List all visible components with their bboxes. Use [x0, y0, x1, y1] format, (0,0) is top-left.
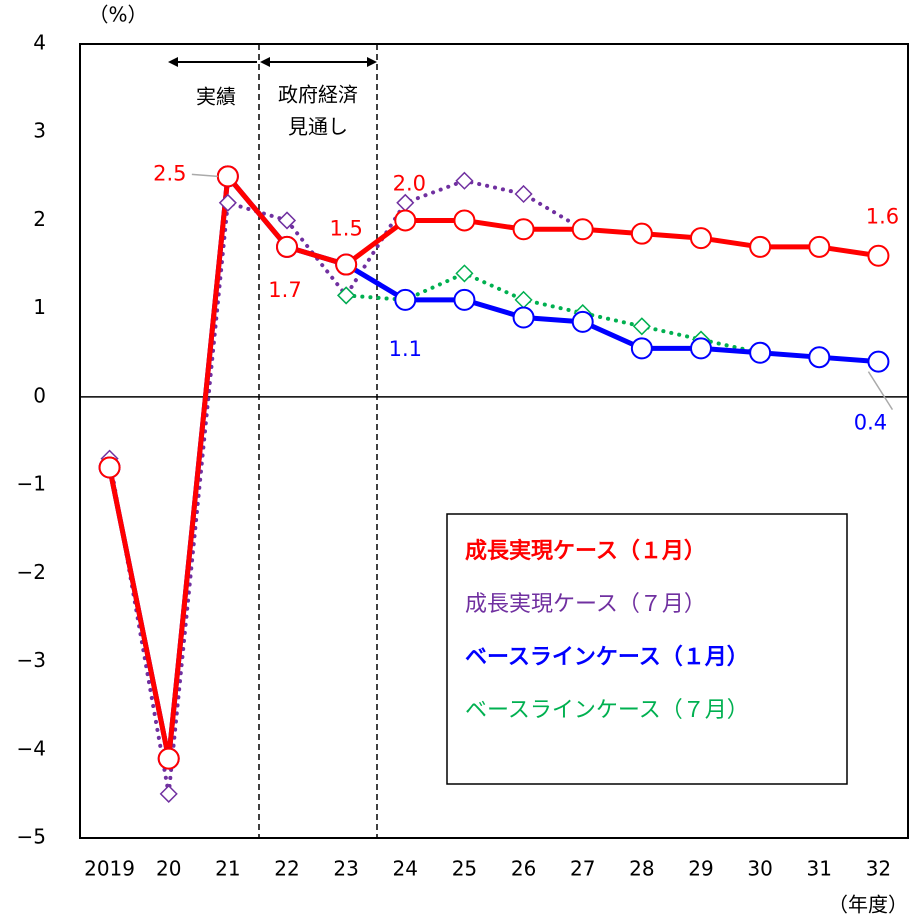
point-marker [453, 288, 476, 311]
period-label: 実績 [196, 85, 236, 109]
point-marker [455, 264, 474, 283]
point-marker [867, 244, 890, 267]
x-axis-label: （年度） [828, 893, 908, 917]
y-tick-label: −3 [17, 648, 46, 672]
x-tick-label: 21 [215, 857, 240, 881]
y-tick-label: 4 [33, 31, 46, 55]
y-tick-label: −5 [17, 825, 46, 849]
data-label: 1.5 [329, 217, 362, 241]
point-marker [455, 171, 474, 190]
legend-entry: 成長実現ケース（１月） [465, 538, 706, 564]
point-marker [749, 235, 772, 258]
point-marker [867, 350, 890, 373]
y-tick-label: −1 [17, 472, 46, 496]
x-tick-label: 27 [570, 857, 595, 881]
data-label: 1.1 [389, 337, 422, 361]
point-marker [98, 456, 121, 479]
x-tick-label: 30 [747, 857, 772, 881]
point-marker [276, 235, 298, 258]
point-marker [630, 337, 653, 360]
point-marker [571, 310, 594, 333]
point-marker [159, 784, 178, 803]
point-marker [630, 222, 653, 245]
legend-box [446, 513, 848, 785]
data-label: 2.5 [153, 161, 186, 185]
point-marker [514, 184, 533, 204]
point-marker [690, 227, 712, 250]
point-marker [396, 193, 415, 212]
x-tick-label: 24 [393, 857, 418, 881]
point-marker [512, 306, 535, 329]
point-marker [453, 209, 476, 232]
label-leader [191, 173, 218, 178]
y-tick-label: 2 [33, 207, 46, 231]
point-marker [157, 747, 180, 770]
point-marker [216, 165, 239, 188]
point-marker [514, 290, 533, 309]
point-marker [335, 253, 358, 276]
legend-entry: ベースラインケース（７月） [465, 698, 749, 723]
point-marker [277, 211, 297, 230]
data-label: 0.4 [854, 411, 887, 435]
data-label: 1.6 [866, 205, 899, 229]
point-marker [571, 218, 594, 241]
x-tick-label: 26 [511, 857, 536, 881]
period-label: 見通し [288, 115, 348, 139]
series-line [344, 271, 763, 355]
y-tick-label: 1 [33, 295, 46, 319]
point-marker [337, 286, 356, 305]
x-tick-label: 23 [333, 857, 358, 881]
x-tick-label: 32 [866, 857, 891, 881]
point-marker [218, 193, 237, 212]
point-marker [808, 346, 831, 369]
x-tick-label: 2019 [84, 857, 135, 881]
point-marker [808, 235, 831, 258]
label-leader [867, 371, 894, 411]
plot-frame [79, 43, 909, 839]
y-tick-label: 0 [33, 383, 46, 407]
x-tick-label: 31 [807, 857, 832, 881]
point-marker [512, 218, 535, 241]
point-marker [394, 209, 417, 232]
legend-entry: ベースラインケース（１月） [465, 645, 749, 670]
y-tick-label: −2 [17, 560, 46, 584]
y-tick-label: 3 [33, 119, 46, 143]
point-marker [749, 341, 772, 364]
data-label: 2.0 [393, 171, 426, 195]
x-tick-label: 20 [156, 857, 181, 881]
x-tick-label: 28 [629, 857, 654, 881]
point-marker [632, 317, 651, 336]
legend-entry: 成長実現ケース（７月） [465, 592, 706, 617]
x-tick-label: 25 [452, 857, 477, 881]
data-label: 1.7 [268, 278, 301, 302]
y-axis-label: （%） [88, 3, 147, 27]
x-tick-label: 29 [688, 857, 713, 881]
x-tick-label: 22 [274, 857, 299, 881]
point-marker [394, 288, 417, 311]
period-label: 政府経済 [278, 83, 358, 107]
y-tick-label: −4 [17, 736, 46, 760]
point-marker [690, 337, 712, 360]
